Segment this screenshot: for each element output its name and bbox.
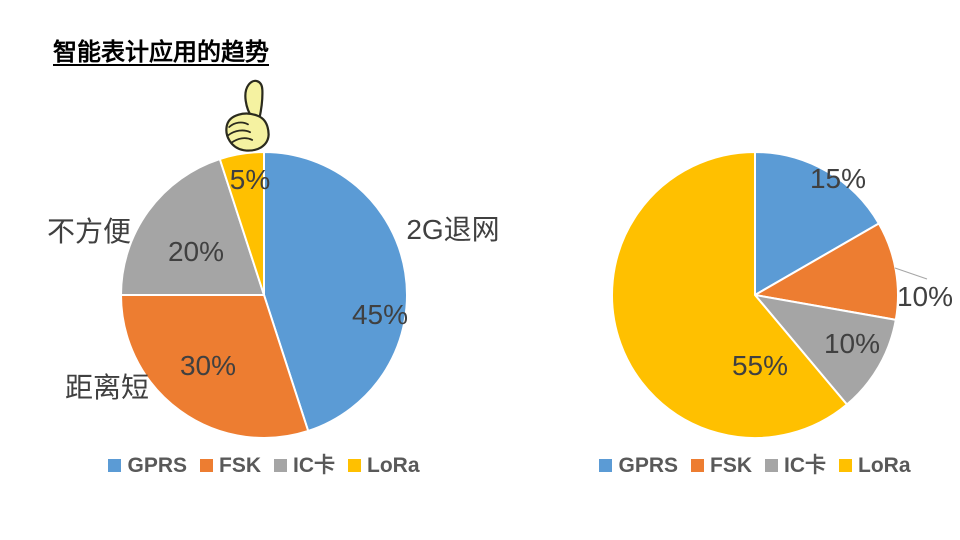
legend-label: FSK [710, 454, 752, 477]
pie-slice-lora [218, 151, 265, 296]
legend-item-gprs: GPRS [599, 455, 678, 476]
legend-label: FSK [219, 454, 261, 477]
label-leader-line [894, 267, 928, 280]
legend-label: IC卡 [293, 454, 335, 477]
data-label: 45% [351, 299, 409, 330]
data-label: 15% [809, 163, 867, 194]
pie-slice-gprs [263, 151, 408, 433]
legend-label: LoRa [858, 454, 911, 477]
data-label: 20% [167, 236, 225, 267]
pie-chart-right [611, 151, 928, 439]
page-title: 智能表计应用的趋势 [53, 39, 269, 66]
legend-swatch-icon [599, 459, 613, 472]
legend-swatch-icon [108, 459, 122, 472]
legend-swatch-icon [274, 459, 287, 472]
legend-swatch-icon [839, 459, 852, 472]
legend-label: LoRa [367, 454, 420, 477]
legend-item-fsk: FSK [691, 455, 752, 476]
legend-swatch-icon [348, 459, 361, 472]
data-label: 10% [896, 281, 954, 312]
category-annotation: 距离短 [64, 372, 150, 403]
legend-label: GPRS [127, 454, 187, 477]
pie-slice-ic卡 [120, 157, 265, 296]
data-label: 5% [229, 164, 271, 195]
pie-slice-gprs [754, 151, 880, 296]
category-annotation: 2G退网 [406, 214, 500, 245]
legend-item-fsk: FSK [200, 455, 261, 476]
pie-slice-fsk [120, 294, 310, 439]
legend-item-lora: LoRa [839, 455, 911, 476]
legend-swatch-icon [200, 459, 213, 472]
legend-item-lora: LoRa [348, 455, 420, 476]
thumbs-up-icon [214, 76, 286, 158]
pie-slice-ic卡 [754, 294, 897, 406]
data-label: 30% [179, 350, 237, 381]
legend: GPRS FSK IC卡 LoRa [44, 455, 484, 476]
pie-slice-lora [611, 151, 848, 439]
legend-swatch-icon [691, 459, 704, 472]
pie-chart-left [120, 151, 408, 439]
legend-label: GPRS [618, 454, 678, 477]
legend-item-gprs: GPRS [108, 455, 187, 476]
pie-slice-fsk [754, 222, 899, 321]
legend-item-ic卡: IC卡 [274, 455, 335, 476]
legend-swatch-icon [765, 459, 778, 472]
data-label: 10% [823, 328, 881, 359]
data-label: 55% [731, 350, 789, 381]
legend-item-ic卡: IC卡 [765, 455, 826, 476]
category-annotation: 不方便 [46, 216, 132, 247]
legend-label: IC卡 [784, 454, 826, 477]
legend: GPRS FSK IC卡 LoRa [535, 455, 960, 476]
